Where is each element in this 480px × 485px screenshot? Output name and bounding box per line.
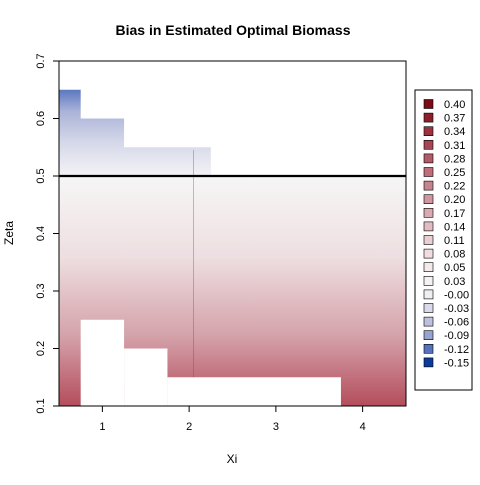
legend-swatch	[423, 112, 434, 123]
legend-label: 0.17	[444, 208, 465, 220]
y-tick-label: 0.4	[35, 226, 47, 241]
legend-swatch	[423, 140, 434, 150]
legend-label: 0.28	[444, 153, 465, 165]
legend-swatch	[423, 303, 434, 313]
heatmap-region-negative	[59, 89, 211, 176]
legend-label: 0.05	[444, 262, 465, 274]
legend-swatch	[423, 316, 434, 327]
legend-swatch	[423, 343, 434, 354]
y-tick-label: 0.7	[35, 53, 47, 68]
legend-label: 0.14	[444, 221, 465, 233]
legend-swatch	[423, 248, 434, 259]
legend-label: 0.40	[444, 99, 465, 111]
legend-label: 0.03	[444, 276, 465, 288]
legend-swatch	[423, 126, 434, 136]
legend-swatch	[423, 167, 434, 177]
legend-label: 0.08	[444, 249, 465, 261]
plot-area	[59, 89, 406, 406]
legend-swatch	[423, 180, 434, 191]
legend-swatch	[423, 235, 434, 245]
x-tick-label: 4	[360, 421, 366, 433]
legend-swatch	[423, 221, 434, 232]
missing-cell-2	[167, 377, 341, 406]
legend-label: 0.34	[444, 126, 465, 138]
legend-swatch	[423, 262, 434, 273]
legend-label: 0.37	[444, 113, 465, 125]
legend-swatch	[423, 99, 434, 109]
legend-swatch	[423, 357, 434, 368]
legend-swatch	[423, 194, 434, 204]
legend-label: 0.20	[444, 194, 465, 206]
legend-label: 0.11	[444, 235, 465, 247]
legend-label: -0.00	[444, 289, 469, 301]
y-tick-label: 0.2	[35, 341, 47, 356]
legend-swatch	[423, 153, 434, 164]
legend-label: -0.15	[444, 357, 469, 369]
missing-cell-0	[80, 319, 125, 406]
y-axis-label: Zeta	[2, 221, 16, 245]
legend-swatch	[423, 208, 434, 218]
y-axis: 0.1 0.2 0.3 0.4 0.5 0.6 0.7	[35, 53, 59, 414]
y-tick-label: 0.1	[35, 398, 47, 413]
legend-swatch	[423, 275, 434, 286]
legend-label: -0.12	[444, 344, 469, 356]
legend-label: -0.09	[444, 330, 469, 342]
chart-title: Bias in Estimated Optimal Biomass	[116, 22, 351, 38]
x-tick-label: 3	[273, 421, 279, 433]
legend-label: -0.03	[444, 303, 469, 315]
y-tick-label: 0.6	[35, 111, 47, 126]
legend-label: 0.22	[444, 181, 465, 193]
y-tick-label: 0.5	[35, 168, 47, 183]
legend-swatch	[423, 289, 434, 300]
legend-label: 0.31	[444, 140, 465, 152]
missing-cell-1	[124, 348, 168, 406]
x-axis-label: Xi	[227, 452, 238, 466]
legend-label: -0.06	[444, 317, 469, 329]
y-tick-label: 0.3	[35, 283, 47, 298]
x-tick-label: 1	[99, 421, 105, 433]
legend-label: 0.25	[444, 167, 465, 179]
x-tick-label: 2	[186, 421, 192, 433]
x-axis: 1 2 3 4	[99, 406, 366, 433]
legend: 0.40 0.370.34 0.310.28 0.25 0.220.20 0.170.14…	[414, 89, 473, 391]
legend-swatch	[423, 330, 434, 341]
